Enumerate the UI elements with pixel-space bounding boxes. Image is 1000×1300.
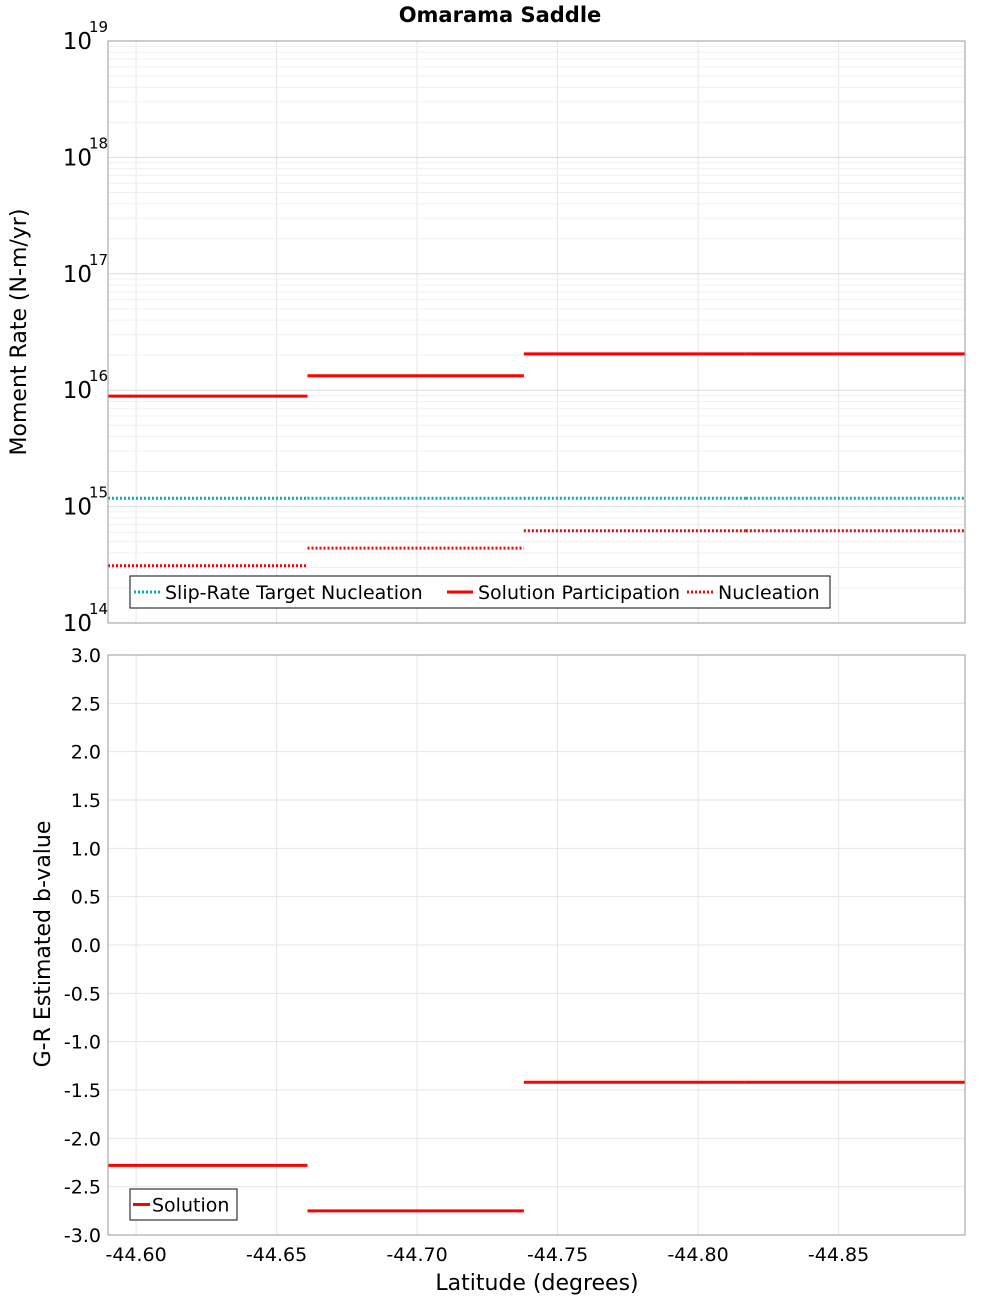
x-tick-label: -44.75 (527, 1244, 588, 1266)
plot-area (108, 41, 965, 623)
x-tick-label: -44.80 (667, 1244, 728, 1266)
legend-label: Solution (152, 1195, 229, 1217)
b-value-panel: 3.0 2.5 2.0 1.5 1.0 0.5 0.0 -0.5 -1.0 -1.5 -2.0 -2.… (64, 645, 966, 1266)
legend-label: Solution Participation (478, 582, 680, 604)
y-tick-label: 2.5 (71, 693, 101, 715)
y-tick-exponent: 19 (89, 18, 108, 36)
y-tick-label: 10 (63, 611, 92, 637)
x-axis-label: Latitude (degrees) (435, 1271, 638, 1296)
y-tick-label: -2.0 (64, 1128, 101, 1150)
y-tick-label: -2.5 (64, 1177, 101, 1199)
y-tick-label: 10 (63, 495, 92, 521)
y-tick-label: -3.0 (64, 1225, 101, 1247)
y-tick-label: 0.0 (71, 935, 101, 957)
bottom-y-axis-label: G-R Estimated b-value (31, 821, 56, 1068)
y-tick-label: -1.5 (64, 1080, 101, 1102)
y-tick-label: -1.0 (64, 1032, 101, 1054)
chart-title: Omarama Saddle (399, 3, 602, 27)
y-tick-exponent: 17 (89, 251, 108, 269)
y-tick-label: 3.0 (71, 645, 101, 667)
x-tick-label: -44.60 (105, 1244, 166, 1266)
plot-frame (107, 654, 966, 1236)
y-tick-label: 10 (63, 29, 92, 55)
y-tick-label: -0.5 (64, 983, 101, 1005)
y-tick-label: 1.0 (71, 838, 101, 860)
plot-frame (107, 40, 966, 624)
x-tick-label: -44.85 (808, 1244, 869, 1266)
x-tick-label: -44.70 (386, 1244, 447, 1266)
y-tick-exponent: 14 (89, 600, 108, 618)
y-tick-exponent: 16 (89, 367, 108, 385)
y-tick-label: 0.5 (71, 887, 101, 909)
legend-label: Slip-Rate Target Nucleation (165, 582, 423, 604)
y-tick-label: 10 (63, 262, 92, 288)
y-tick-exponent: 15 (89, 484, 108, 502)
x-tick-label: -44.65 (246, 1244, 307, 1266)
y-tick-label: 10 (63, 378, 92, 404)
y-tick-label: 2.0 (71, 742, 101, 764)
y-tick-label: 1.5 (71, 790, 101, 812)
legend (129, 575, 831, 609)
top-y-axis-label: Moment Rate (N-m/yr) (7, 209, 32, 456)
y-tick-label: 10 (63, 145, 92, 171)
legend-label: Nucleation (718, 582, 820, 604)
y-tick-exponent: 18 (89, 134, 108, 152)
